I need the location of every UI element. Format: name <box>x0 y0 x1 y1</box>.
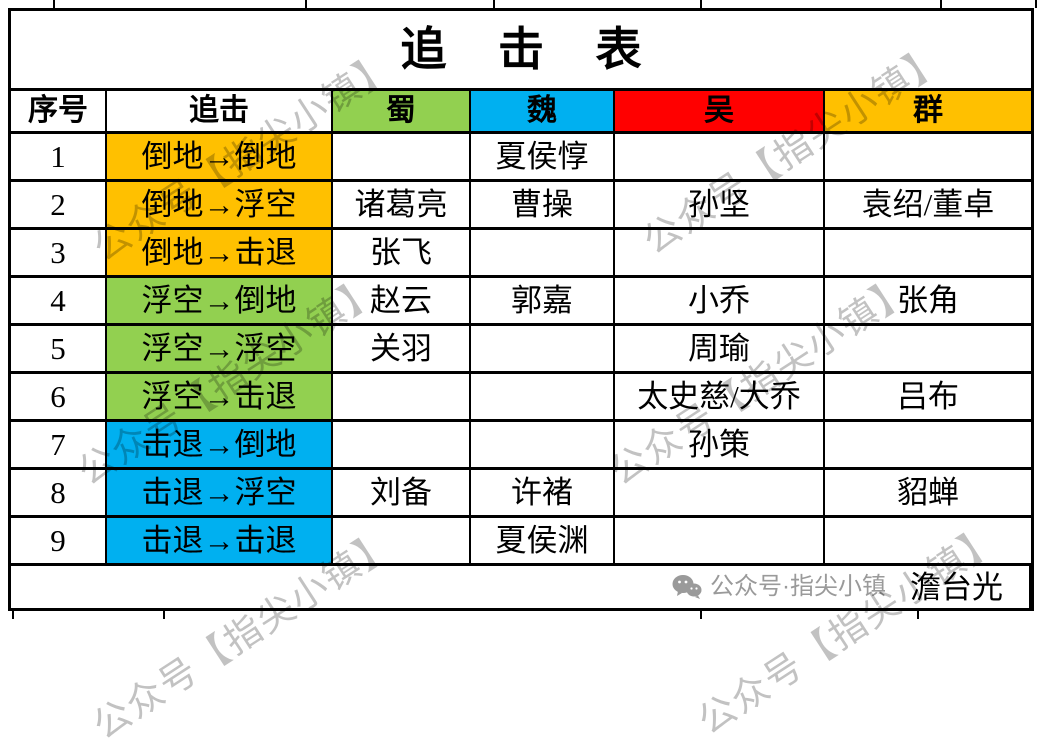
cell-index: 6 <box>11 374 107 422</box>
cropped-row-bottom <box>0 611 1041 619</box>
table-title: 追 击 表 <box>11 11 1031 91</box>
cell-pursuit: 浮空→击退 <box>107 374 333 422</box>
cell-wei: 曹操 <box>471 182 615 230</box>
cell-pursuit: 浮空→倒地 <box>107 278 333 326</box>
cell-pursuit: 击退→倒地 <box>107 422 333 470</box>
col-header-qun: 群 <box>825 91 1031 134</box>
cell-pursuit: 击退→浮空 <box>107 470 333 518</box>
cell-index: 5 <box>11 326 107 374</box>
cell-pursuit: 倒地→浮空 <box>107 182 333 230</box>
col-header-index: 序号 <box>11 91 107 134</box>
footer-row: 公众号·指尖小镇 澹台光 <box>11 566 1031 608</box>
gridline-tick <box>53 0 55 8</box>
cell-index: 4 <box>11 278 107 326</box>
gridline-tick <box>1035 0 1037 8</box>
cell-wei: 夏侯渊 <box>471 518 615 566</box>
cell-index: 2 <box>11 182 107 230</box>
cell-wu <box>615 134 825 182</box>
cell-wu: 太史慈/大乔 <box>615 374 825 422</box>
gridline-tick <box>305 0 307 8</box>
cell-qun: 貂蝉 <box>825 470 1031 518</box>
cell-pursuit: 倒地→击退 <box>107 230 333 278</box>
cell-qun <box>825 230 1031 278</box>
cell-shu <box>333 422 471 470</box>
gridline-tick <box>12 611 14 619</box>
author-name: 澹台光 <box>910 569 1003 605</box>
cell-wei <box>471 230 615 278</box>
col-header-wei: 魏 <box>471 91 615 134</box>
cell-index: 3 <box>11 230 107 278</box>
footer-watermark: 公众号·指尖小镇 <box>672 574 886 600</box>
col-header-pursuit: 追击 <box>107 91 333 134</box>
cell-wu: 孙坚 <box>615 182 825 230</box>
cell-wei <box>471 422 615 470</box>
cell-shu: 张飞 <box>333 230 471 278</box>
cell-wu: 孙策 <box>615 422 825 470</box>
gridline-tick <box>940 0 942 8</box>
cell-wu: 小乔 <box>615 278 825 326</box>
gridline-tick <box>493 0 495 8</box>
cell-qun: 吕布 <box>825 374 1031 422</box>
cell-shu <box>333 374 471 422</box>
cell-shu <box>333 518 471 566</box>
wechat-icon <box>672 575 702 599</box>
cell-qun: 张角 <box>825 278 1031 326</box>
cell-qun <box>825 518 1031 566</box>
cell-shu: 刘备 <box>333 470 471 518</box>
cell-index: 9 <box>11 518 107 566</box>
cell-qun <box>825 134 1031 182</box>
gridline-tick <box>700 0 702 8</box>
cell-qun <box>825 422 1031 470</box>
cell-wei: 夏侯惇 <box>471 134 615 182</box>
cell-wu <box>615 518 825 566</box>
cell-wei <box>471 326 615 374</box>
cell-qun <box>825 326 1031 374</box>
cell-index: 1 <box>11 134 107 182</box>
cell-shu: 诸葛亮 <box>333 182 471 230</box>
gridline-tick <box>163 611 165 619</box>
cell-wei <box>471 374 615 422</box>
cell-wei: 郭嘉 <box>471 278 615 326</box>
cell-wu: 周瑜 <box>615 326 825 374</box>
cell-pursuit: 倒地→倒地 <box>107 134 333 182</box>
cell-wu <box>615 470 825 518</box>
cropped-row-top <box>0 0 1041 8</box>
footer-watermark-label: 公众号·指尖小镇 <box>710 573 886 600</box>
cell-wei: 许褚 <box>471 470 615 518</box>
gridline-tick <box>700 611 702 619</box>
cell-shu <box>333 134 471 182</box>
cell-index: 7 <box>11 422 107 470</box>
gridline-tick <box>917 611 919 619</box>
cell-index: 8 <box>11 470 107 518</box>
cell-pursuit: 浮空→浮空 <box>107 326 333 374</box>
col-header-wu: 吴 <box>615 91 825 134</box>
cell-shu: 赵云 <box>333 278 471 326</box>
cell-shu: 关羽 <box>333 326 471 374</box>
cell-pursuit: 击退→击退 <box>107 518 333 566</box>
pursuit-table: 追 击 表 序号 追击 蜀 魏 吴 群 1 倒地→倒地 夏侯惇 2 倒地→浮空 … <box>8 8 1034 611</box>
col-header-shu: 蜀 <box>333 91 471 134</box>
cell-wu <box>615 230 825 278</box>
cell-qun: 袁绍/董卓 <box>825 182 1031 230</box>
